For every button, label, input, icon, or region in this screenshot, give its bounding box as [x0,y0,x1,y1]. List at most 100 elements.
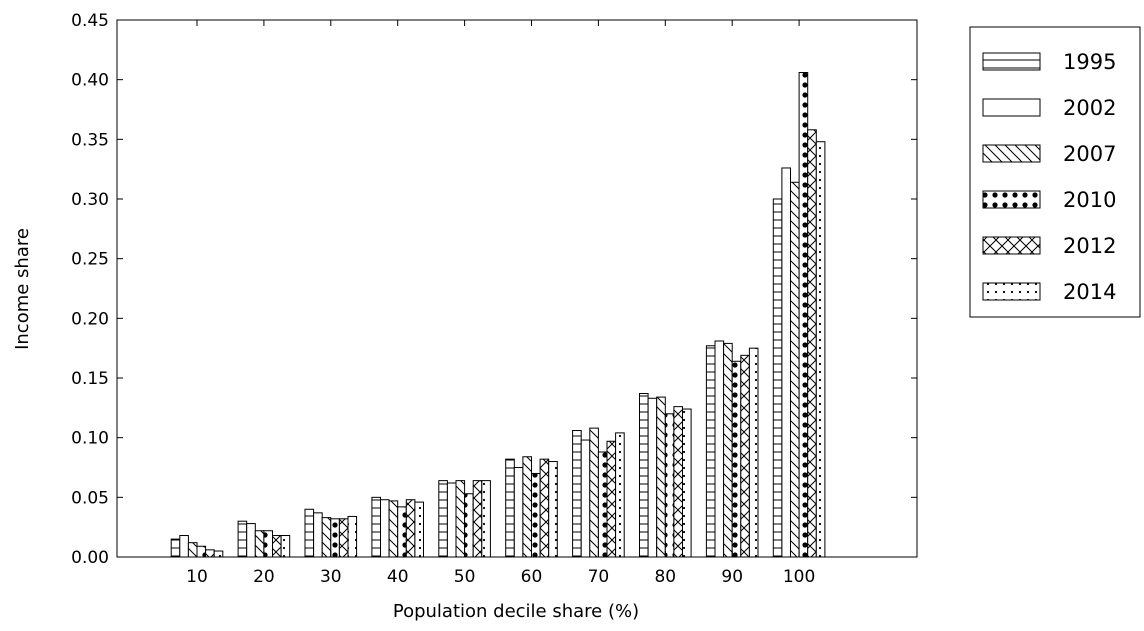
bar [263,530,273,558]
bar [798,72,809,558]
bar [254,530,265,558]
bar [170,538,181,558]
bar [772,198,783,558]
bar [673,406,684,558]
bar [740,354,750,558]
bar [446,482,457,558]
bar [807,129,817,558]
bar [731,360,742,558]
bar [815,141,826,558]
bar [321,517,332,558]
bar [313,512,323,558]
legend-swatch-2010 [982,190,1041,209]
bar [347,515,358,558]
bar [723,342,733,558]
legend-label-2012: 2012 [1063,234,1116,258]
legend-swatch-2014 [982,282,1041,301]
bar [572,430,582,558]
bar [597,451,608,558]
bar [748,347,759,558]
bar [664,413,675,558]
bar [647,397,658,558]
x-tick-label: 20 [253,567,275,587]
bar [539,458,550,558]
bar [505,458,515,558]
bar [548,461,558,558]
bar [388,500,399,558]
bar [615,432,625,558]
bar [472,480,483,558]
bar [481,480,491,558]
x-tick-label: 40 [387,567,409,587]
bar [513,467,524,558]
y-tick-label: 0.35 [71,130,109,150]
y-tick-label: 0.05 [71,488,109,508]
bar [464,493,474,558]
y-tick-label: 0.20 [71,309,109,329]
bar [205,549,215,558]
y-tick-label: 0.10 [71,429,109,449]
series-2010 [196,72,809,558]
legend: 1995 2002 2007 2010 2012 2014 [969,26,1141,318]
bar [714,340,725,558]
legend-label-2002: 2002 [1063,96,1116,120]
x-tick-label: 50 [454,567,476,587]
bar [639,393,649,558]
bar [781,167,792,558]
bar [705,345,716,558]
y-tick-label: 0.45 [71,11,109,31]
x-tick-label: 70 [588,567,610,587]
legend-box [969,26,1141,318]
legend-label-1995: 1995 [1063,50,1116,74]
bar [187,542,198,558]
bar [179,535,189,558]
bar [237,520,248,558]
plot-frame [116,19,918,558]
x-tick-label: 10 [186,567,208,587]
legend-swatch-2012 [982,236,1041,255]
bar [330,518,340,558]
bar [455,480,466,558]
bar [606,440,617,558]
x-tick-label: 80 [654,567,676,587]
bar [280,535,291,558]
bar [580,439,591,558]
x-axis-label: Population decile share (%) [393,601,639,622]
bar [682,408,692,558]
bar [380,499,390,558]
bars [170,72,826,558]
y-tick-label: 0.15 [71,369,109,389]
legend-swatch-1995 [982,52,1041,71]
bar [397,506,407,558]
bar [246,523,256,558]
x-tick-label: 100 [783,567,815,587]
bar [272,535,282,558]
bar [304,508,315,558]
y-tick-label: 0.00 [71,548,109,568]
bar [196,545,207,558]
bar [589,427,599,558]
y-tick-label: 0.25 [71,250,109,270]
y-axis-label: Income share [12,228,33,350]
legend-label-2010: 2010 [1063,188,1116,212]
y-tick-label: 0.40 [71,71,109,91]
axes: 0.00 0.05 0.10 0.15 0.20 0.25 0.30 0.35 0.40 0.45… [71,11,918,587]
x-tick-label: 90 [721,567,743,587]
bar [438,480,448,558]
legend-swatch-2002 [982,98,1041,117]
bar [531,472,541,558]
y-tick-label: 0.30 [71,190,109,210]
bar [371,496,381,558]
bar [213,550,224,558]
bar [414,501,424,558]
legend-swatch-2007 [982,144,1041,163]
bar [405,499,416,558]
bar [338,518,349,558]
legend-label-2014: 2014 [1063,280,1116,304]
bar [656,396,666,558]
legend-label-2007: 2007 [1063,142,1116,166]
bar [790,181,800,558]
x-tick-label: 60 [521,567,543,587]
x-tick-label: 30 [320,567,342,587]
